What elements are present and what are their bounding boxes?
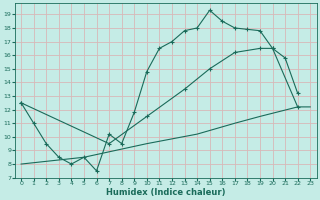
- X-axis label: Humidex (Indice chaleur): Humidex (Indice chaleur): [106, 188, 225, 197]
